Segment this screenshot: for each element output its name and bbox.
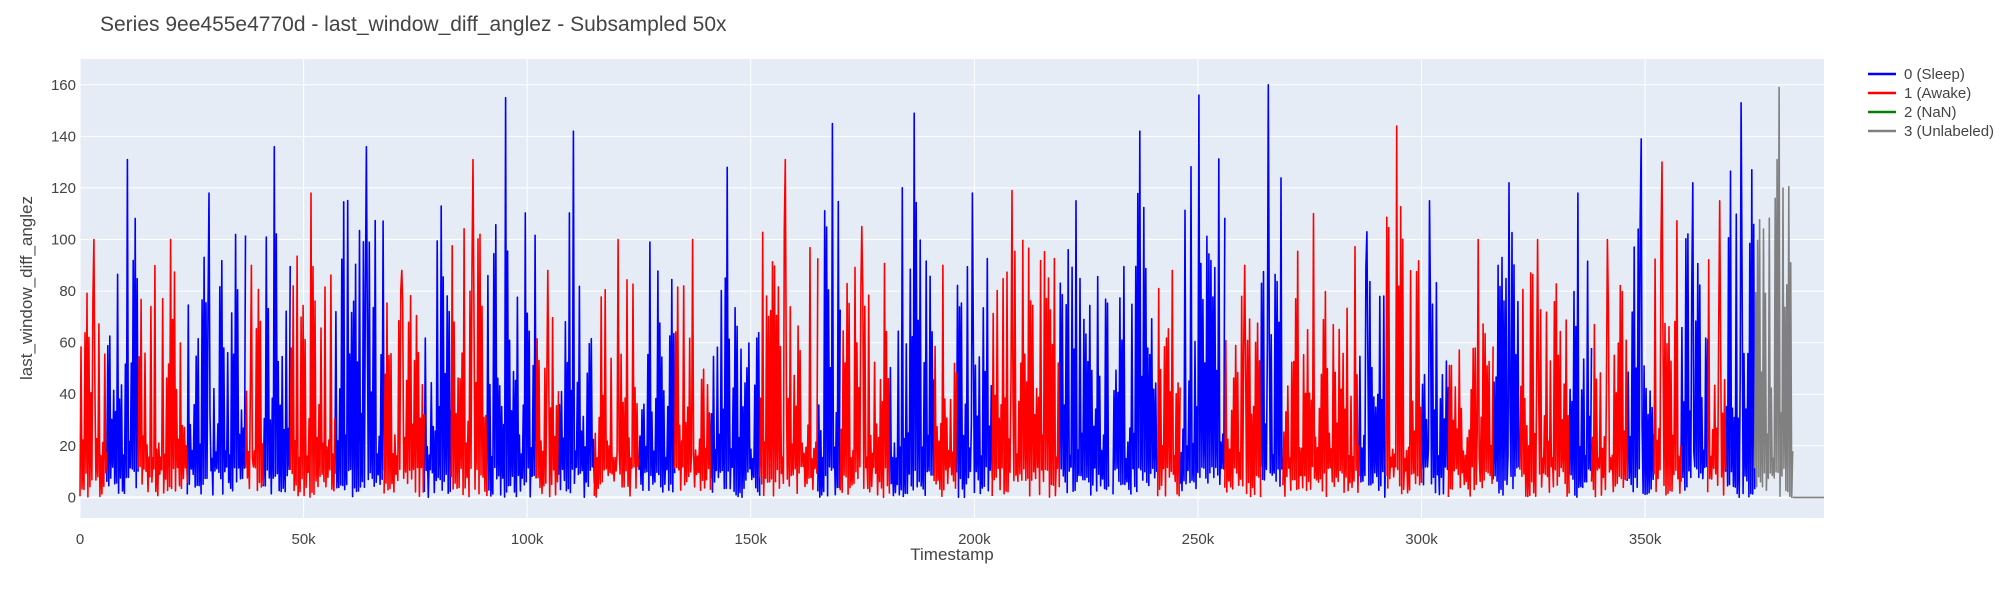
y-tick-label: 160 [51,77,76,94]
series-line-segment [262,145,292,495]
series-line-segment [1179,94,1226,492]
y-tick-label: 140 [51,128,76,145]
series-line-segment [1626,138,1655,496]
series-line-segment [673,238,712,492]
chart-title: Series 9ee455e4770d - last_window_diff_a… [100,13,727,36]
series-line-segment [1492,182,1521,496]
x-tick-label: 100k [511,531,544,548]
x-tick-label: 350k [1629,531,1662,548]
legend[interactable]: 0 (Sleep) 1 (Awake) 2 (NaN) 3 (Unlabeled) [1868,66,1994,140]
series-line-segment [1706,200,1727,496]
series-line-segment [535,269,560,498]
series-line-segment [557,130,596,499]
series-line-segment [383,269,426,498]
series-line-segment [933,264,958,498]
series-line-segment [1653,161,1682,496]
x-tick-label: 300k [1405,531,1438,548]
series-line-segment [1224,264,1262,498]
series-line-segment [839,225,891,499]
series-line-segment [709,166,761,499]
series-line-segment [1259,84,1284,487]
legend-label[interactable]: 0 (Sleep) [1904,66,1965,83]
y-axis-label: last_window_diff_anglez [17,196,36,380]
series-line-segment [186,192,247,496]
series-line-segment [888,112,935,498]
series-line-segment [423,205,452,499]
series-line-segment [289,192,336,498]
legend-label[interactable]: 3 (Unlabeled) [1904,123,1994,140]
series-line-segment [1156,269,1181,497]
y-tick-label: 60 [59,335,76,352]
y-tick-label: 40 [59,386,76,403]
series-line-segment [1420,200,1450,496]
series-line-segment [817,122,841,498]
series-line-segment [486,96,537,498]
x-tick-label: 0 [76,531,84,548]
legend-label[interactable]: 2 (NaN) [1904,104,1957,121]
series-line-segment [1385,125,1423,495]
y-tick-label: 120 [51,180,76,197]
x-tick-label: 200k [958,531,991,548]
series-line-segment [450,158,488,498]
x-axis-label: Timestamp [910,545,993,564]
y-tick-labels: 0 20 40 60 80 100 120 140 160 [51,77,76,507]
y-tick-label: 20 [59,438,76,455]
series-line-segment [758,158,819,497]
series-lines [79,84,1824,499]
series-line-segment [106,158,139,495]
y-tick-label: 80 [59,283,76,300]
series-line-segment [1724,102,1756,499]
series-line-segment [1680,182,1709,491]
series-line-segment [1753,86,1794,499]
x-tick-labels: 0 50k 100k 150k 200k 250k 300k 350k [76,531,1662,548]
series-line-segment [1282,212,1360,498]
series-line-segment [1590,238,1628,498]
x-tick-label: 50k [291,531,316,548]
series-line-segment [991,189,1061,498]
series-line-segment [1568,192,1593,498]
series-line-segment [1058,200,1110,496]
x-tick-label: 250k [1182,531,1215,548]
y-tick-label: 100 [51,232,76,249]
series-line-segment [1112,130,1159,495]
series-line-segment [1447,238,1494,498]
series-line-segment [137,238,189,497]
series-line-segment [638,241,676,493]
series-line-segment [955,192,993,499]
series-line-segment [79,238,108,498]
y-tick-label: 0 [68,489,76,506]
series-line-segment [334,145,385,498]
series-line-segment [1358,231,1387,498]
series-line-segment [244,264,265,492]
x-tick-label: 150k [735,531,768,548]
series-line-segment [593,238,640,498]
series-line-segment [1519,238,1570,498]
legend-label[interactable]: 1 (Awake) [1904,85,1971,102]
